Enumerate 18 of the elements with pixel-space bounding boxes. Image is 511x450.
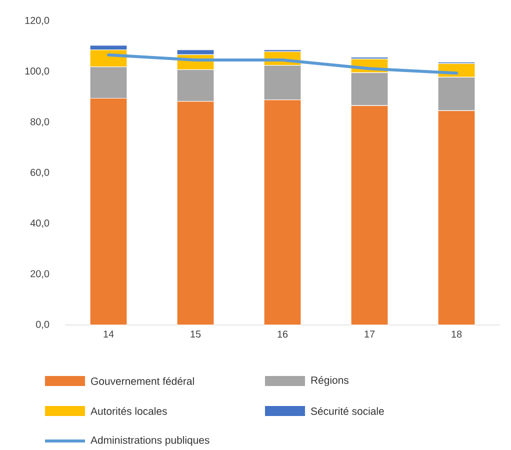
y-tick-label: 0,0 xyxy=(36,320,50,330)
y-tick-label: 100,0 xyxy=(25,68,50,76)
legend-label: Autorités locales xyxy=(90,407,167,415)
x-tick-label: 14 xyxy=(104,330,114,338)
legend-label: Sécurité sociale xyxy=(310,407,384,415)
line-series xyxy=(107,53,458,75)
y-tick-label: 60,0 xyxy=(30,168,50,178)
legend-label: Gouvernement fédéral xyxy=(91,377,194,385)
x-tick-label: 17 xyxy=(364,330,375,338)
legend-label: Administrations publiques xyxy=(90,436,210,446)
x-tick-label: 16 xyxy=(278,330,288,338)
y-tick-label: 20,0 xyxy=(30,270,50,278)
x-tick-label: 18 xyxy=(452,330,462,338)
y-tick-label: 120,0 xyxy=(25,16,50,26)
legend-label: Régions xyxy=(311,376,349,386)
y-tick-label: 80,0 xyxy=(30,118,50,126)
y-tick-label: 40,0 xyxy=(30,220,50,228)
x-tick-label: 15 xyxy=(190,330,201,338)
